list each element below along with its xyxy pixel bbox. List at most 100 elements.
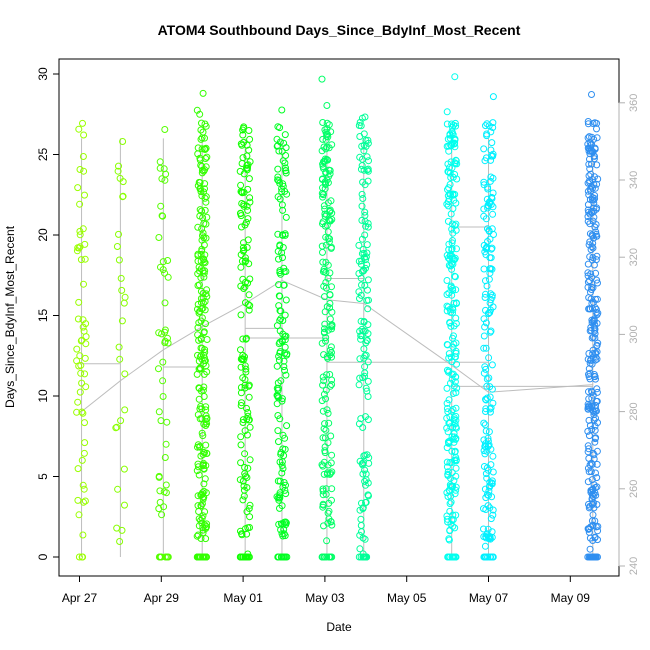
data-point: [584, 179, 592, 187]
data-point: [586, 210, 594, 218]
data-point: [591, 426, 599, 434]
data-point: [240, 239, 247, 247]
data-point: [279, 483, 287, 491]
data-point: [488, 265, 496, 273]
data-point: [591, 325, 599, 333]
summary-line: [81, 279, 593, 412]
data-point: [362, 470, 370, 478]
data-point: [237, 212, 245, 220]
data-point: [202, 144, 210, 152]
data-point: [489, 468, 497, 476]
data-point: [588, 476, 596, 484]
data-point: [359, 470, 367, 478]
data-point: [323, 119, 331, 127]
data-point: [320, 425, 328, 433]
y2-tick-label: 340: [628, 171, 640, 189]
data-point: [446, 255, 454, 263]
x-tick-label: May 09: [551, 591, 591, 605]
data-point: [585, 350, 593, 357]
data-point: [328, 283, 335, 291]
data-point: [116, 355, 124, 363]
data-point: [591, 321, 599, 329]
data-point: [484, 553, 491, 561]
data-point: [443, 384, 451, 392]
data-point: [73, 345, 81, 353]
data-point: [587, 468, 595, 476]
data-point: [324, 469, 331, 477]
data-point: [589, 486, 597, 494]
data-point: [480, 332, 488, 340]
data-point: [202, 155, 210, 162]
data-point: [237, 346, 244, 354]
data-point: [449, 205, 457, 213]
data-point: [481, 294, 489, 301]
data-point: [237, 188, 245, 195]
data-point: [74, 184, 82, 192]
data-point: [594, 419, 601, 427]
data-point: [197, 452, 205, 460]
data-point: [488, 528, 496, 536]
data-point: [244, 464, 252, 472]
x-tick-label: May 05: [387, 591, 427, 605]
data-point: [487, 306, 494, 314]
data-point: [282, 213, 290, 221]
data-point: [79, 119, 86, 127]
data-point: [203, 213, 211, 221]
data-point: [486, 177, 494, 185]
data-point: [246, 501, 254, 509]
data-point: [364, 305, 372, 313]
data-point: [362, 351, 370, 359]
data-point: [364, 358, 372, 366]
data-point: [480, 436, 488, 444]
data-point: [161, 299, 169, 307]
data-point: [195, 515, 203, 523]
data-point: [196, 443, 203, 451]
data-point: [75, 298, 83, 306]
data-point: [237, 402, 245, 409]
data-point: [325, 121, 333, 129]
data-point: [485, 275, 493, 283]
data-point: [360, 249, 368, 257]
data-point: [487, 327, 495, 335]
data-point: [585, 133, 593, 141]
data-point: [195, 384, 203, 392]
data-point: [486, 235, 494, 243]
data-point: [244, 185, 252, 193]
data-point: [77, 256, 85, 264]
data-point: [198, 225, 206, 233]
data-point: [155, 473, 163, 481]
y-tick-label: 30: [36, 67, 50, 81]
data-point: [328, 353, 335, 361]
data-point: [319, 373, 327, 381]
data-point: [278, 458, 286, 466]
data-point: [593, 252, 601, 260]
data-point: [446, 251, 454, 259]
data-point: [589, 553, 597, 561]
data-point: [159, 358, 167, 366]
data-point: [328, 376, 336, 384]
data-point: [359, 424, 367, 431]
data-point: [194, 492, 202, 500]
data-point: [593, 161, 601, 169]
data-point: [81, 497, 89, 505]
data-point: [363, 241, 371, 249]
data-point: [591, 438, 599, 446]
data-point: [327, 343, 335, 351]
data-point: [326, 167, 334, 174]
data-point: [480, 315, 488, 323]
data-point: [81, 439, 89, 447]
data-point: [276, 267, 284, 275]
data-point: [275, 177, 283, 185]
data-point: [319, 193, 327, 201]
data-point: [198, 145, 206, 153]
data-point: [586, 359, 594, 367]
data-point: [593, 180, 601, 188]
data-point: [194, 144, 202, 152]
data-point: [281, 159, 289, 167]
data-point: [453, 360, 460, 368]
plot-frame: [58, 58, 620, 577]
data-point: [200, 465, 208, 473]
data-point: [280, 264, 288, 272]
data-point: [282, 519, 290, 527]
data-point: [361, 535, 369, 543]
